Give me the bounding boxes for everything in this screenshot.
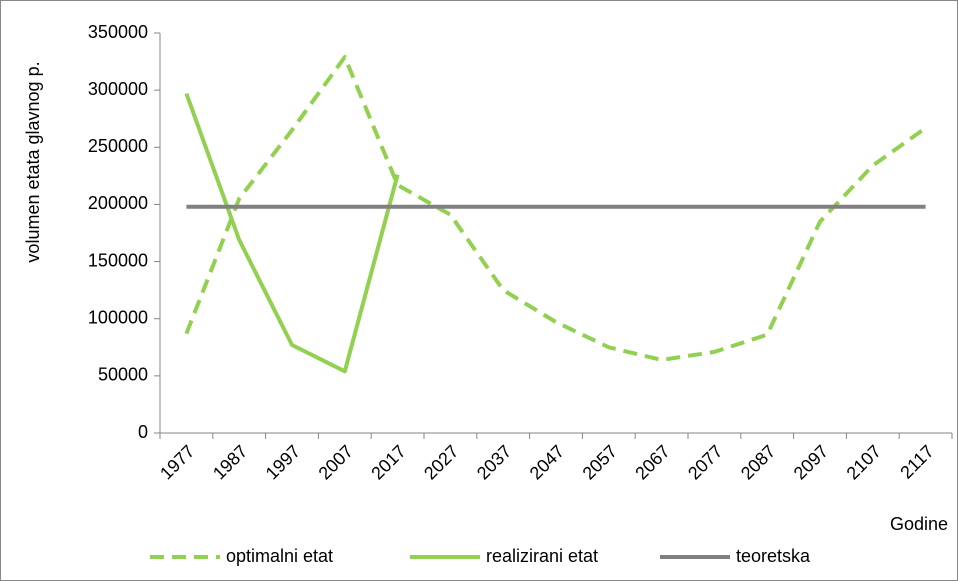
line-series <box>184 55 927 362</box>
y-tick-label: 100000 <box>88 307 148 327</box>
y-tick-label: 350000 <box>88 22 148 42</box>
legend-label: teoretska <box>736 546 811 566</box>
y-tick-label: 150000 <box>88 250 148 270</box>
y-tick-label: 200000 <box>88 193 148 213</box>
y-axis-title: volumen etata glavnog p. <box>23 61 43 262</box>
line-series <box>184 92 400 374</box>
y-tick-label: 0 <box>138 422 148 442</box>
y-tick-label: 250000 <box>88 136 148 156</box>
legend-label: optimalni etat <box>226 546 333 566</box>
legend-label: realizirani etat <box>486 546 598 566</box>
x-axis-title: Godine <box>890 514 948 534</box>
y-tick-label: 50000 <box>98 365 148 385</box>
y-tick-label: 300000 <box>88 79 148 99</box>
